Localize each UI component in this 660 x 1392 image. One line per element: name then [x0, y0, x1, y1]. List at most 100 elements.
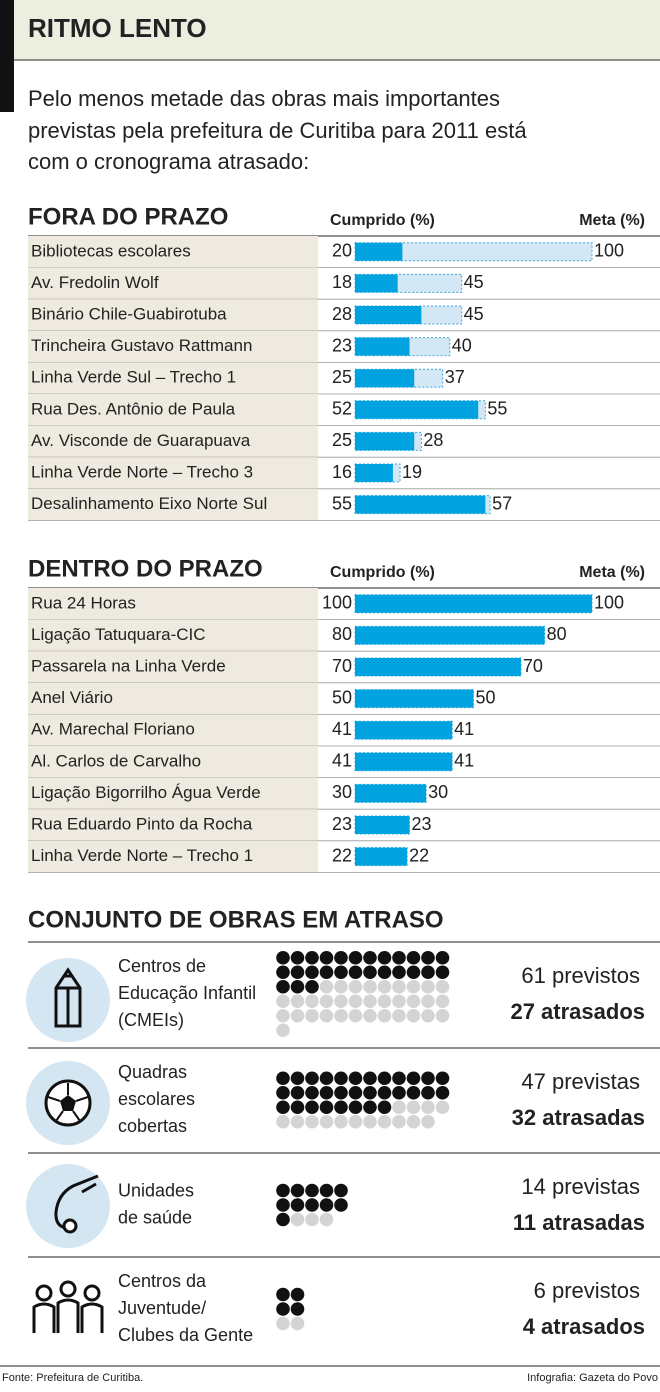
icon-stethoscope — [26, 1164, 110, 1248]
row-label: Anel Viário — [31, 688, 113, 707]
planned-dot — [305, 1008, 319, 1023]
done-bar — [355, 337, 410, 356]
planned-dot — [377, 994, 392, 1009]
late-dot — [421, 950, 435, 965]
done-bar — [355, 369, 415, 388]
planned-dot — [334, 994, 348, 1009]
header-accent — [0, 0, 14, 112]
goal-label: 55 — [487, 399, 507, 419]
done-bar — [355, 847, 408, 866]
done-label: 20 — [332, 241, 352, 261]
planned-dot — [435, 1008, 450, 1023]
intro-line: Pelo menos metade das obras mais importa… — [28, 86, 500, 111]
done-bar — [355, 626, 545, 645]
late-dot — [290, 979, 305, 994]
done-bar — [355, 784, 427, 803]
planned-dot — [363, 1114, 377, 1129]
planned-dot — [377, 979, 392, 994]
row-label: Av. Marechal Floriano — [31, 720, 195, 739]
planned-dot — [319, 979, 334, 994]
goal-label: 40 — [452, 335, 472, 355]
column-header: Cumprido (%) — [330, 564, 435, 581]
late-dot — [377, 965, 392, 980]
planned-dot — [276, 1114, 290, 1129]
planned-dot — [334, 1008, 348, 1023]
group-label: Educação Infantil — [118, 983, 256, 1003]
planned-dot — [377, 1114, 392, 1129]
late-dot — [319, 1183, 334, 1198]
row-label: Al. Carlos de Carvalho — [31, 751, 201, 770]
group-label: (CMEIs) — [118, 1010, 184, 1030]
done-bar — [355, 658, 521, 676]
late-dot — [319, 1198, 334, 1212]
planned-dot — [276, 1316, 290, 1331]
late-dot — [334, 965, 348, 980]
planned-dot — [305, 1212, 319, 1227]
row-label-bg — [28, 299, 318, 331]
goal-label: 30 — [428, 782, 448, 802]
row-label: Linha Verde Norte – Trecho 1 — [31, 846, 253, 865]
late-dot — [276, 1183, 290, 1198]
row-label-bg — [28, 394, 318, 426]
done-bar — [355, 721, 453, 740]
row-label-bg — [28, 588, 318, 620]
done-label: 80 — [332, 624, 352, 644]
late-dot — [290, 1100, 305, 1115]
late-dot — [421, 965, 435, 980]
source: Fonte: Prefeitura de Curitiba. — [2, 1372, 143, 1384]
planned-dot — [392, 1100, 406, 1115]
column-header: Meta (%) — [579, 564, 645, 581]
planned-dot — [290, 1008, 305, 1023]
late-dot — [363, 965, 377, 980]
planned-dot — [305, 994, 319, 1009]
late-dot — [276, 1100, 290, 1115]
late-dot — [290, 1071, 305, 1086]
planned-dot — [319, 1114, 334, 1129]
row-label: Passarela na Linha Verde — [31, 656, 226, 675]
late-dot — [305, 1100, 319, 1115]
planned-dot — [421, 994, 435, 1009]
row-label: Desalinhamento Eixo Norte Sul — [31, 494, 267, 513]
planned-dot — [348, 994, 363, 1009]
planned-dot — [363, 979, 377, 994]
planned-dot — [319, 1212, 334, 1227]
planned-dot — [290, 1212, 305, 1227]
late-label: 27 atrasados — [510, 999, 645, 1024]
late-dot — [435, 1071, 450, 1086]
done-bar — [355, 400, 479, 419]
row-label: Trincheira Gustavo Rattmann — [31, 336, 252, 355]
planned-dot — [406, 994, 421, 1009]
row-label-bg — [28, 840, 318, 873]
group-label: Unidades — [118, 1180, 194, 1200]
late-dot — [348, 950, 363, 965]
late-dot — [392, 1071, 406, 1086]
total-label: 61 previstos — [521, 963, 640, 988]
late-label: 4 atrasados — [523, 1314, 645, 1339]
goal-label: 41 — [454, 751, 474, 771]
intro-line: previstas pela prefeitura de Curitiba pa… — [28, 118, 527, 143]
goal-label: 50 — [476, 687, 496, 707]
planned-dot — [421, 1114, 435, 1129]
goal-label: 45 — [464, 304, 484, 324]
planned-dot — [421, 1100, 435, 1115]
done-bar — [355, 689, 474, 708]
late-dot — [276, 1287, 290, 1302]
planned-dot — [276, 1023, 290, 1038]
done-label: 23 — [332, 814, 352, 834]
done-label: 70 — [332, 656, 352, 676]
late-dot — [276, 979, 290, 994]
total-label: 47 previstas — [521, 1069, 640, 1094]
planned-dot — [276, 1008, 290, 1023]
group-label: Centros de — [118, 956, 206, 976]
late-dot — [334, 1198, 348, 1212]
late-dot — [348, 1071, 363, 1086]
late-dot — [290, 1302, 305, 1316]
planned-dot — [406, 1008, 421, 1023]
late-dot — [276, 1085, 290, 1100]
title: RITMO LENTO — [28, 13, 207, 43]
late-dot — [276, 950, 290, 965]
late-dot — [363, 1100, 377, 1115]
late-dot — [392, 965, 406, 980]
row-label-bg — [28, 267, 318, 300]
